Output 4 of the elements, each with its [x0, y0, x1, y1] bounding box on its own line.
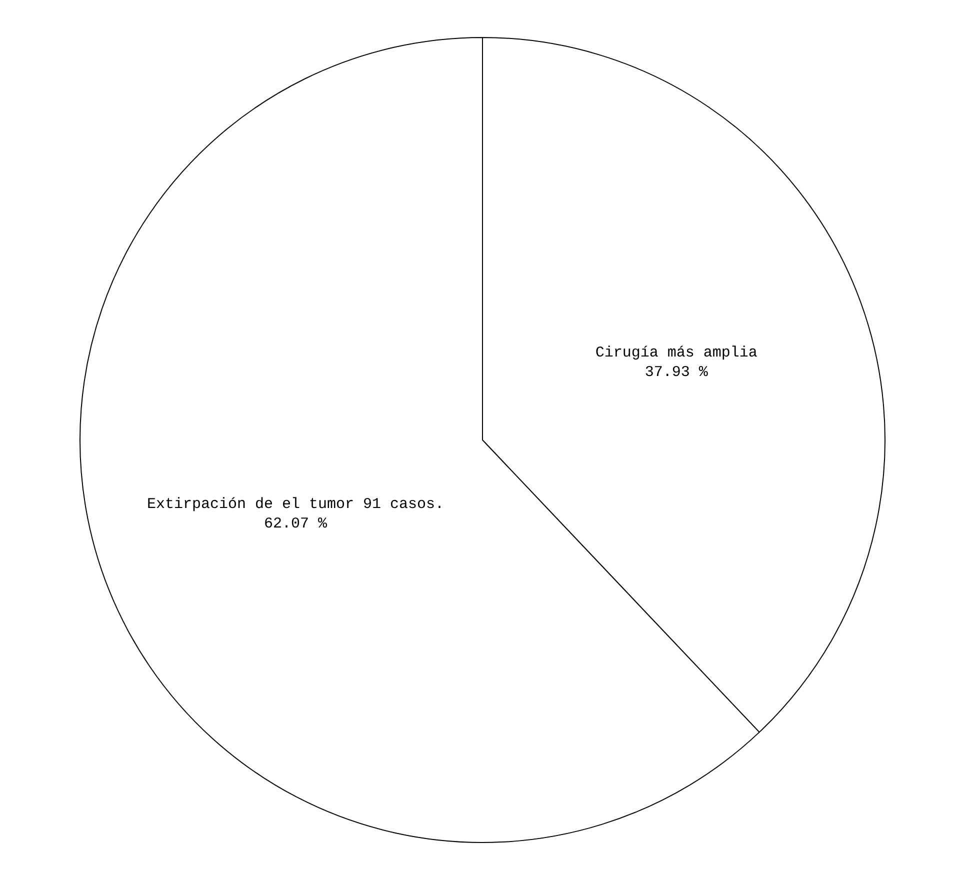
data-label: 62.07 %	[264, 516, 328, 533]
data-label: 37.93 %	[644, 364, 709, 382]
slice-label: Extirpación de el tumor 91 casos.	[147, 496, 444, 514]
slice-label: Cirugía más amplia	[595, 344, 758, 362]
